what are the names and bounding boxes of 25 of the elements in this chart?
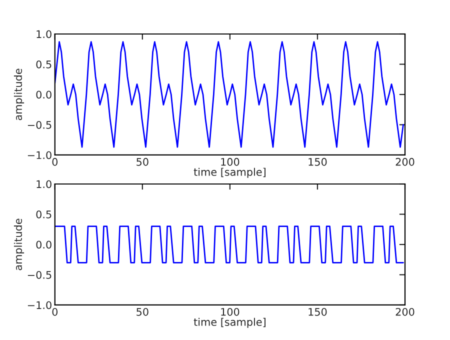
x-tick-label: 50 <box>136 308 148 316</box>
y-tick-label: 1.0 <box>36 30 52 38</box>
x-tick-label: 200 <box>396 308 414 316</box>
x-tick-label: 100 <box>221 308 240 316</box>
y-tick-label: −0.5 <box>28 120 52 129</box>
x-tick-label: 0 <box>52 158 58 166</box>
x-tick-label: 150 <box>308 308 327 316</box>
y-axis-title: amplitude <box>14 68 24 120</box>
x-tick-label: 200 <box>396 158 414 166</box>
y-tick-label: 0.5 <box>36 210 52 218</box>
x-tick-label: 50 <box>136 158 148 166</box>
y-tick-label: 0.5 <box>36 60 52 68</box>
y-tick-label: −0.5 <box>28 270 52 279</box>
y-tick-label: 1.0 <box>36 180 52 188</box>
y-tick-label: −1.0 <box>28 301 52 310</box>
y-tick-label: −1.0 <box>28 151 52 160</box>
y-tick-label: 0.0 <box>36 90 52 99</box>
y-tick-label: 0.0 <box>36 240 52 249</box>
y-axis-title: amplitude <box>14 218 24 270</box>
x-tick-label: 0 <box>52 308 58 316</box>
x-tick-label: 100 <box>221 158 240 166</box>
line-series <box>54 41 404 148</box>
x-tick-label: 150 <box>308 158 327 166</box>
x-axis-title: time [sample] <box>194 318 266 328</box>
x-axis-title: time [sample] <box>194 168 266 178</box>
